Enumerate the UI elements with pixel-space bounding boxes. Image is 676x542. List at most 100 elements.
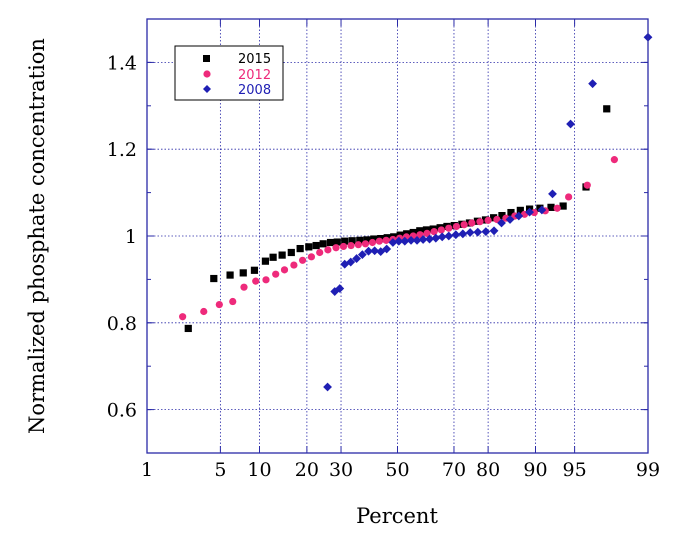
point-2012	[179, 313, 187, 321]
point-2008	[346, 257, 356, 267]
legend-marker-2012	[203, 70, 211, 78]
point-2008	[418, 235, 428, 244]
point-2015	[547, 203, 555, 211]
point-2008	[505, 215, 515, 224]
point-2008	[465, 228, 475, 237]
legend-label-2008: 2008	[238, 83, 271, 98]
point-2015	[341, 237, 349, 245]
point-2008	[525, 207, 534, 217]
point-2012	[493, 215, 501, 224]
point-2008	[406, 235, 416, 245]
point-2012	[280, 266, 289, 274]
y-tick-label: 0.6	[107, 400, 137, 422]
point-2008	[335, 284, 345, 293]
point-2012	[290, 261, 298, 269]
point-2008	[548, 189, 557, 199]
point-2015	[516, 206, 524, 214]
grid-lines	[147, 19, 648, 453]
x-tick-label: 80	[476, 459, 500, 481]
point-2012	[240, 283, 248, 291]
point-2012	[460, 221, 468, 229]
point-2012	[382, 236, 390, 244]
point-2012	[200, 307, 208, 316]
point-2015	[287, 248, 295, 257]
point-2008	[431, 233, 441, 243]
legend-marker-2015	[203, 55, 210, 62]
point-2012	[610, 156, 618, 164]
x-tick-label: 90	[523, 459, 547, 481]
data-points	[179, 32, 653, 392]
point-2012	[553, 204, 561, 212]
point-2015	[490, 214, 498, 222]
point-2012	[272, 270, 280, 278]
point-2008	[364, 246, 373, 256]
point-2015	[498, 212, 506, 220]
point-2015	[305, 243, 313, 251]
point-2012	[252, 277, 260, 285]
point-2015	[269, 253, 277, 261]
point-2012	[375, 237, 383, 245]
legend-label-2015: 2015	[238, 52, 271, 67]
x-tick-labels: 1 5 10 20 30 50 70 80 90 95 99	[141, 459, 660, 481]
point-2008	[566, 119, 575, 129]
point-2012	[468, 219, 476, 227]
point-2012	[332, 244, 340, 252]
legend-box	[174, 45, 284, 101]
y-tick-label: 1	[125, 226, 137, 248]
point-2012	[262, 276, 270, 284]
point-2008	[394, 236, 404, 246]
point-2015	[370, 235, 378, 243]
point-2008	[473, 227, 483, 237]
point-2012	[347, 241, 355, 250]
point-2008	[588, 79, 598, 89]
point-2015	[326, 238, 335, 247]
point-2008	[444, 231, 454, 241]
point-2012	[229, 297, 237, 306]
point-2012	[215, 300, 223, 309]
point-2008	[425, 234, 434, 244]
point-2015	[210, 274, 218, 283]
point-2008	[437, 232, 447, 242]
point-2015	[559, 202, 567, 210]
point-2012	[361, 240, 370, 248]
y-tick-labels: 0.6 0.8 1 1.2 1.4	[107, 52, 137, 421]
point-2012	[316, 248, 324, 257]
point-2015	[348, 237, 356, 245]
point-2015	[296, 244, 304, 253]
point-2008	[412, 235, 422, 245]
point-2012	[583, 181, 591, 189]
point-2008	[388, 238, 398, 247]
point-2012	[307, 253, 316, 261]
point-2015	[250, 266, 259, 274]
point-2008	[330, 287, 340, 296]
legend-marker-2008	[203, 85, 211, 93]
y-axis-label: Normalized phosphate concentration	[25, 38, 49, 434]
point-2008	[537, 205, 547, 215]
series-2008	[323, 32, 653, 392]
point-2008	[382, 244, 392, 254]
legend: 2015 2012 2008	[174, 45, 284, 101]
point-2012	[430, 228, 438, 236]
point-2015	[319, 240, 327, 248]
point-2008	[514, 211, 524, 221]
x-tick-label: 70	[442, 459, 466, 481]
point-2012	[565, 193, 573, 201]
y-tick-label: 1.2	[107, 139, 137, 161]
point-2015	[261, 257, 270, 265]
x-tick-label: 5	[214, 459, 226, 481]
point-2012	[339, 242, 348, 251]
legend-label-2012: 2012	[238, 68, 271, 83]
x-axis-label: Percent	[356, 504, 438, 528]
point-2015	[239, 269, 247, 277]
y-tick-label: 0.8	[107, 313, 137, 335]
point-2015	[363, 236, 371, 244]
y-tick-label: 1.4	[107, 52, 137, 74]
point-2012	[368, 238, 377, 247]
point-2008	[458, 229, 468, 239]
x-tick-label: 10	[247, 459, 271, 481]
point-2015	[416, 227, 424, 235]
x-tick-label: 99	[636, 459, 660, 481]
point-2008	[323, 382, 332, 392]
point-2008	[497, 218, 506, 228]
